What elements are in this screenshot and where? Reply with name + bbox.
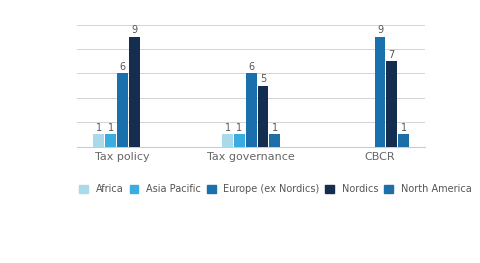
Text: 1: 1 [96, 123, 102, 133]
Text: 1: 1 [272, 123, 278, 133]
Bar [94, 134, 104, 146]
Bar [398, 134, 409, 146]
Bar [386, 61, 397, 146]
Text: 5: 5 [260, 74, 266, 84]
Text: 1: 1 [108, 123, 114, 133]
Bar [246, 73, 257, 146]
Legend: Africa, Asia Pacific, Europe (ex Nordics), Nordics, North America: Africa, Asia Pacific, Europe (ex Nordics… [76, 180, 476, 198]
Text: 9: 9 [377, 26, 383, 36]
Bar [129, 37, 140, 146]
Text: 1: 1 [400, 123, 407, 133]
Text: 1: 1 [225, 123, 231, 133]
Bar [374, 37, 385, 146]
Text: 7: 7 [389, 50, 395, 60]
Text: 6: 6 [120, 62, 126, 72]
Bar [258, 86, 268, 146]
Text: 6: 6 [248, 62, 254, 72]
Text: 9: 9 [131, 26, 137, 36]
Bar [105, 134, 116, 146]
Bar [222, 134, 233, 146]
Text: 1: 1 [236, 123, 242, 133]
Bar [269, 134, 280, 146]
Bar [234, 134, 245, 146]
Bar [117, 73, 128, 146]
